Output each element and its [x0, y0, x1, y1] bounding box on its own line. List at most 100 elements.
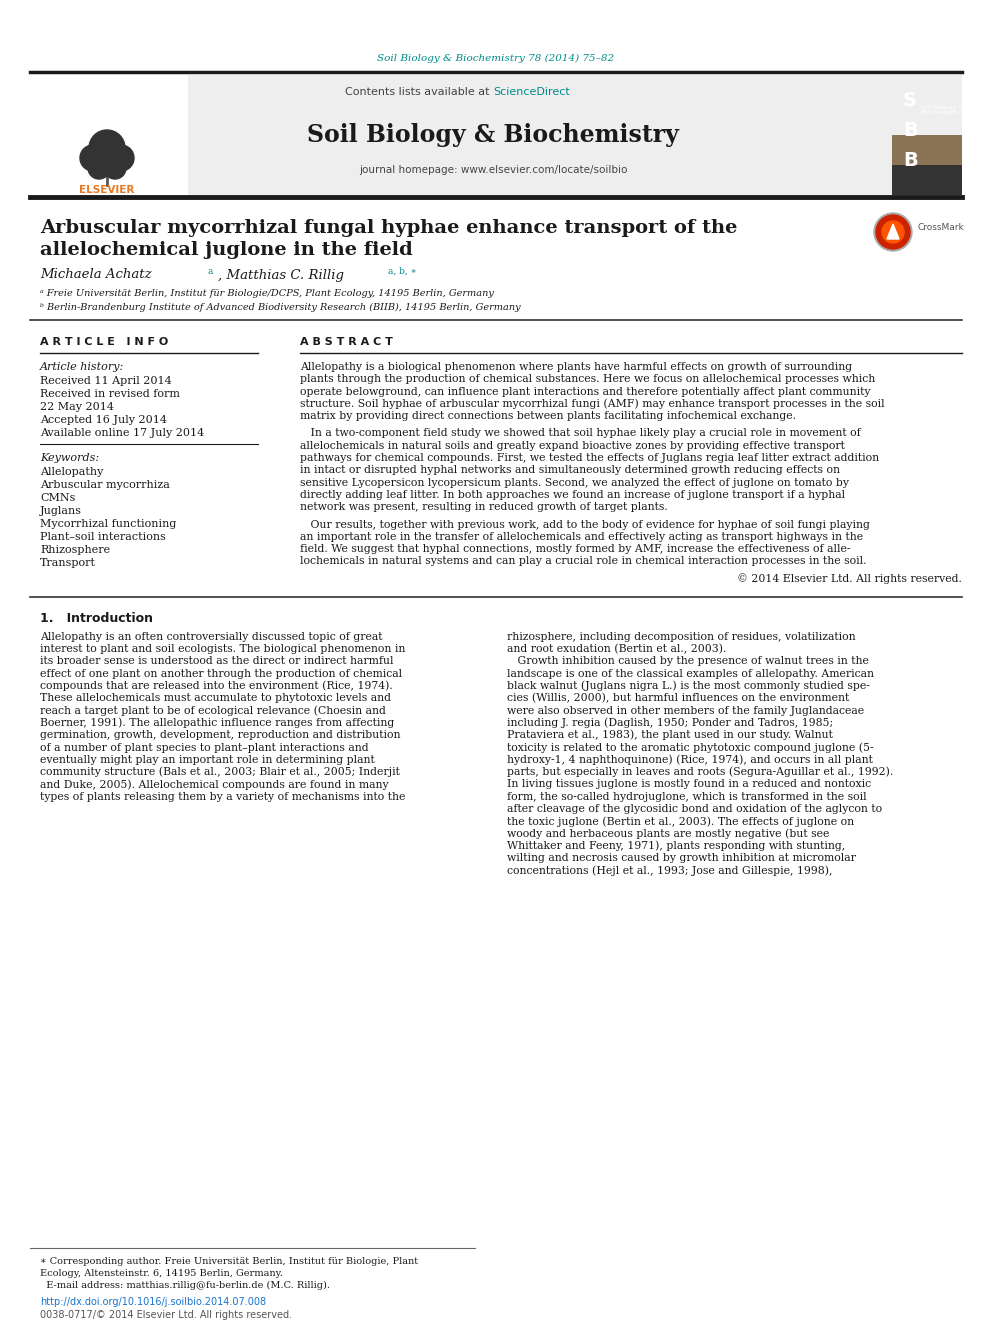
Text: journal homepage: www.elsevier.com/locate/soilbio: journal homepage: www.elsevier.com/locat…: [359, 165, 627, 175]
Text: Ecology, Altensteinstr. 6, 14195 Berlin, Germany.: Ecology, Altensteinstr. 6, 14195 Berlin,…: [40, 1269, 283, 1278]
Text: http://dx.doi.org/10.1016/j.soilbio.2014.07.008: http://dx.doi.org/10.1016/j.soilbio.2014…: [40, 1297, 266, 1307]
Text: eventually might play an important role in determining plant: eventually might play an important role …: [40, 755, 375, 765]
Text: hydroxy-1, 4 naphthoquinone) (Rice, 1974), and occurs in all plant: hydroxy-1, 4 naphthoquinone) (Rice, 1974…: [507, 754, 873, 765]
Circle shape: [108, 146, 134, 171]
Text: Boerner, 1991). The allelopathic influence ranges from affecting: Boerner, 1991). The allelopathic influen…: [40, 717, 394, 728]
Text: ᵇ Berlin-Brandenburg Institute of Advanced Biodiversity Research (BIIB), 14195 B: ᵇ Berlin-Brandenburg Institute of Advanc…: [40, 303, 521, 311]
FancyBboxPatch shape: [892, 165, 962, 194]
Text: effect of one plant on another through the production of chemical: effect of one plant on another through t…: [40, 668, 402, 679]
Text: form, the so-called hydrojuglone, which is transformed in the soil: form, the so-called hydrojuglone, which …: [507, 791, 867, 802]
Circle shape: [876, 216, 910, 249]
Text: Received in revised form: Received in revised form: [40, 389, 180, 400]
Text: cies (Willis, 2000), but harmful influences on the environment: cies (Willis, 2000), but harmful influen…: [507, 693, 849, 704]
Text: woody and herbaceous plants are mostly negative (but see: woody and herbaceous plants are mostly n…: [507, 828, 829, 839]
Text: Soil Biology & Biochemistry: Soil Biology & Biochemistry: [308, 123, 679, 147]
Text: Our results, together with previous work, add to the body of evidence for hyphae: Our results, together with previous work…: [300, 520, 870, 529]
Text: matrix by providing direct connections between plants facilitating infochemical : matrix by providing direct connections b…: [300, 411, 796, 421]
Text: 0038-0717/© 2014 Elsevier Ltd. All rights reserved.: 0038-0717/© 2014 Elsevier Ltd. All right…: [40, 1310, 292, 1320]
Text: its broader sense is understood as the direct or indirect harmful: its broader sense is understood as the d…: [40, 656, 394, 667]
Text: Soil Biology &
Biochemistry: Soil Biology & Biochemistry: [920, 105, 963, 115]
FancyBboxPatch shape: [30, 75, 188, 194]
Text: ᵃ Freie Universität Berlin, Institut für Biologie/DCPS, Plant Ecology, 14195 Ber: ᵃ Freie Universität Berlin, Institut für…: [40, 288, 494, 298]
Text: sensitive Lycopersicon lycopersicum plants. Second, we analyzed the effect of ju: sensitive Lycopersicon lycopersicum plan…: [300, 478, 849, 488]
Text: structure. Soil hyphae of arbuscular mycorrhizal fungi (AMF) may enhance transpo: structure. Soil hyphae of arbuscular myc…: [300, 398, 885, 409]
Text: Available online 17 July 2014: Available online 17 July 2014: [40, 429, 204, 438]
Text: 22 May 2014: 22 May 2014: [40, 402, 114, 411]
Text: reach a target plant to be of ecological relevance (Choesin and: reach a target plant to be of ecological…: [40, 705, 386, 716]
Text: CrossMark: CrossMark: [917, 224, 964, 233]
Text: A R T I C L E   I N F O: A R T I C L E I N F O: [40, 337, 169, 347]
Text: CMNs: CMNs: [40, 493, 75, 503]
Text: Allelopathy is an often controversially discussed topic of great: Allelopathy is an often controversially …: [40, 632, 383, 642]
Text: Contents lists available at: Contents lists available at: [345, 87, 493, 97]
Text: an important role in the transfer of allelochemicals and effectively acting as t: an important role in the transfer of all…: [300, 532, 863, 542]
Text: operate belowground, can influence plant interactions and therefore potentially : operate belowground, can influence plant…: [300, 386, 871, 397]
Circle shape: [104, 157, 126, 179]
Text: S: S: [903, 90, 917, 110]
Text: , Matthias C. Rillig: , Matthias C. Rillig: [218, 269, 344, 282]
Text: Arbuscular mycorrhizal fungal hyphae enhance transport of the: Arbuscular mycorrhizal fungal hyphae enh…: [40, 220, 737, 237]
Text: in intact or disrupted hyphal networks and simultaneously determined growth redu: in intact or disrupted hyphal networks a…: [300, 466, 840, 475]
Text: Whittaker and Feeny, 1971), plants responding with stunting,: Whittaker and Feeny, 1971), plants respo…: [507, 840, 845, 851]
Text: interest to plant and soil ecologists. The biological phenomenon in: interest to plant and soil ecologists. T…: [40, 644, 406, 654]
Polygon shape: [887, 224, 899, 239]
Text: lochemicals in natural systems and can play a crucial role in chemical interacti: lochemicals in natural systems and can p…: [300, 557, 866, 566]
Text: Prataviera et al., 1983), the plant used in our study. Walnut: Prataviera et al., 1983), the plant used…: [507, 730, 833, 741]
Circle shape: [882, 221, 904, 243]
Text: the toxic juglone (Bertin et al., 2003). The effects of juglone on: the toxic juglone (Bertin et al., 2003).…: [507, 816, 854, 827]
Text: In living tissues juglone is mostly found in a reduced and nontoxic: In living tissues juglone is mostly foun…: [507, 779, 871, 790]
Circle shape: [88, 157, 110, 179]
Text: germination, growth, development, reproduction and distribution: germination, growth, development, reprod…: [40, 730, 401, 740]
Text: rhizosphere, including decomposition of residues, volatilization: rhizosphere, including decomposition of …: [507, 632, 856, 642]
Text: and root exudation (Bertin et al., 2003).: and root exudation (Bertin et al., 2003)…: [507, 644, 726, 655]
Text: In a two-component field study we showed that soil hyphae likely play a crucial : In a two-component field study we showed…: [300, 429, 861, 438]
Text: ELSEVIER: ELSEVIER: [79, 185, 135, 194]
Text: Allelopathy: Allelopathy: [40, 467, 103, 478]
Circle shape: [80, 146, 106, 171]
Text: Michaela Achatz: Michaela Achatz: [40, 269, 152, 282]
Text: Juglans: Juglans: [40, 505, 82, 516]
Text: and Duke, 2005). Allelochemical compounds are found in many: and Duke, 2005). Allelochemical compound…: [40, 779, 389, 790]
Text: Soil Biology & Biochemistry 78 (2014) 75–82: Soil Biology & Biochemistry 78 (2014) 75…: [377, 53, 615, 62]
Text: network was present, resulting in reduced growth of target plants.: network was present, resulting in reduce…: [300, 503, 668, 512]
Text: Growth inhibition caused by the presence of walnut trees in the: Growth inhibition caused by the presence…: [507, 656, 869, 667]
Text: Rhizosphere: Rhizosphere: [40, 545, 110, 556]
Text: Plant–soil interactions: Plant–soil interactions: [40, 532, 166, 542]
Text: wilting and necrosis caused by growth inhibition at micromolar: wilting and necrosis caused by growth in…: [507, 853, 856, 863]
Text: concentrations (Hejl et al., 1993; Jose and Gillespie, 1998),: concentrations (Hejl et al., 1993; Jose …: [507, 865, 832, 876]
Text: ∗ Corresponding author. Freie Universität Berlin, Institut für Biologie, Plant: ∗ Corresponding author. Freie Universitä…: [40, 1257, 418, 1266]
Text: directly adding leaf litter. In both approaches we found an increase of juglone : directly adding leaf litter. In both app…: [300, 490, 845, 500]
Text: B: B: [903, 120, 918, 139]
Text: Received 11 April 2014: Received 11 April 2014: [40, 376, 172, 386]
Text: allelochemicals in natural soils and greatly expand bioactive zones by providing: allelochemicals in natural soils and gre…: [300, 441, 845, 451]
Circle shape: [874, 213, 912, 251]
Circle shape: [89, 130, 125, 165]
Text: field. We suggest that hyphal connections, mostly formed by AMF, increase the ef: field. We suggest that hyphal connection…: [300, 544, 850, 554]
FancyBboxPatch shape: [30, 75, 962, 194]
Text: E-mail address: matthias.rillig@fu-berlin.de (M.C. Rillig).: E-mail address: matthias.rillig@fu-berli…: [40, 1281, 330, 1290]
Text: compounds that are released into the environment (Rice, 1974).: compounds that are released into the env…: [40, 681, 393, 692]
Text: Article history:: Article history:: [40, 363, 124, 372]
Text: plants through the production of chemical substances. Here we focus on alleloche: plants through the production of chemica…: [300, 374, 875, 384]
Text: toxicity is related to the aromatic phytotoxic compound juglone (5-: toxicity is related to the aromatic phyt…: [507, 742, 874, 753]
Text: © 2014 Elsevier Ltd. All rights reserved.: © 2014 Elsevier Ltd. All rights reserved…: [737, 573, 962, 585]
Text: a, b, ∗: a, b, ∗: [388, 266, 417, 275]
FancyBboxPatch shape: [892, 135, 962, 165]
Text: types of plants releasing them by a variety of mechanisms into the: types of plants releasing them by a vari…: [40, 791, 406, 802]
Text: including J. regia (Daglish, 1950; Ponder and Tadros, 1985;: including J. regia (Daglish, 1950; Ponde…: [507, 717, 833, 728]
Text: Arbuscular mycorrhiza: Arbuscular mycorrhiza: [40, 480, 170, 490]
Text: B: B: [903, 151, 918, 169]
Text: Allelopathy is a biological phenomenon where plants have harmful effects on grow: Allelopathy is a biological phenomenon w…: [300, 363, 852, 372]
Text: pathways for chemical compounds. First, we tested the effects of Juglans regia l: pathways for chemical compounds. First, …: [300, 452, 879, 463]
FancyBboxPatch shape: [892, 135, 962, 194]
Text: Accepted 16 July 2014: Accepted 16 July 2014: [40, 415, 167, 425]
Text: parts, but especially in leaves and roots (Segura-Aguillar et al., 1992).: parts, but especially in leaves and root…: [507, 767, 893, 778]
Text: 1.   Introduction: 1. Introduction: [40, 613, 153, 626]
Text: black walnut (Juglans nigra L.) is the most commonly studied spe-: black walnut (Juglans nigra L.) is the m…: [507, 681, 870, 692]
Text: after cleavage of the glycosidic bond and oxidation of the aglycon to: after cleavage of the glycosidic bond an…: [507, 804, 882, 814]
Text: of a number of plant species to plant–plant interactions and: of a number of plant species to plant–pl…: [40, 742, 369, 753]
Text: These allelochemicals must accumulate to phytotoxic levels and: These allelochemicals must accumulate to…: [40, 693, 391, 704]
Text: landscape is one of the classical examples of allelopathy. American: landscape is one of the classical exampl…: [507, 668, 874, 679]
Text: Mycorrhizal functioning: Mycorrhizal functioning: [40, 519, 177, 529]
Text: a: a: [208, 266, 213, 275]
